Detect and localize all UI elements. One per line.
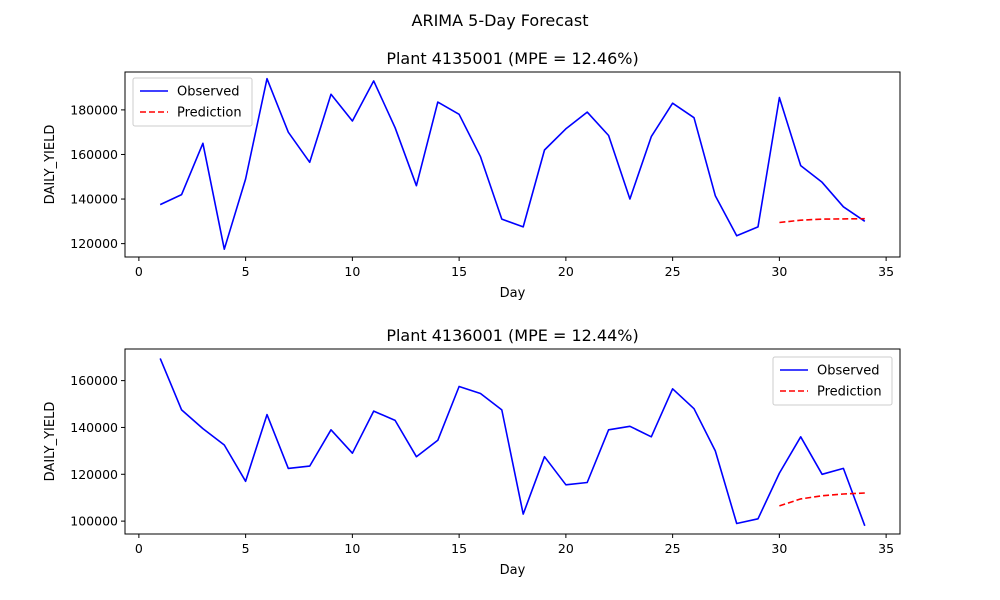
legend-label-observed: Observed [817, 364, 880, 379]
legend: Observed Prediction [772, 356, 893, 406]
y-axis-label: DAILY_YIELD [43, 125, 58, 205]
x-tick-label: 0 [135, 264, 143, 279]
figure-suptitle: ARIMA 5-Day Forecast [412, 11, 589, 30]
axes-frame [124, 71, 901, 258]
x-tick-label: 35 [878, 264, 894, 279]
y-tick-label: 180000 [70, 102, 118, 117]
x-tick-label: 35 [878, 541, 894, 556]
x-tick-label: 15 [451, 541, 467, 556]
axes-frame [124, 348, 901, 535]
legend-label-prediction: Prediction [177, 106, 242, 121]
x-tick-label: 20 [558, 541, 574, 556]
legend-label-prediction: Prediction [817, 385, 882, 400]
y-tick-label: 140000 [70, 192, 118, 207]
legend-label-observed: Observed [177, 85, 240, 100]
x-tick-label: 10 [344, 541, 360, 556]
x-tick-label: 30 [771, 541, 787, 556]
legend-box [772, 356, 893, 406]
y-tick-label: 120000 [70, 467, 118, 482]
subplot-1: Plant 4135001 (MPE = 12.46%) 0 5 10 15 20 25 30… [43, 49, 901, 301]
observed-line [159, 77, 866, 250]
prediction-line [779, 217, 865, 224]
y-tick-label: 140000 [70, 420, 118, 435]
x-tick-label: 25 [665, 541, 681, 556]
legend-box [132, 77, 253, 127]
y-tick-label: 120000 [70, 236, 118, 251]
x-tick-label: 0 [135, 541, 143, 556]
subplot-title: Plant 4135001 (MPE = 12.46%) [386, 49, 638, 68]
y-tick-label: 100000 [70, 514, 118, 529]
x-tick-label: 5 [242, 264, 250, 279]
subplot-title: Plant 4136001 (MPE = 12.44%) [386, 326, 638, 345]
x-axis-label: Day [500, 563, 526, 578]
prediction-line [779, 492, 865, 507]
y-axis-label: DAILY_YIELD [43, 402, 58, 482]
x-tick-label: 10 [344, 264, 360, 279]
x-axis-label: Day [500, 286, 526, 301]
observed-line [159, 358, 866, 527]
y-tick-label: 160000 [70, 147, 118, 162]
y-tick-label: 160000 [70, 373, 118, 388]
x-tick-label: 5 [242, 541, 250, 556]
x-tick-label: 25 [665, 264, 681, 279]
x-tick-label: 30 [771, 264, 787, 279]
subplot-2: Plant 4136001 (MPE = 12.44%) 0 5 10 15 20 25 30… [43, 326, 901, 578]
x-tick-label: 15 [451, 264, 467, 279]
x-tick-label: 20 [558, 264, 574, 279]
legend: Observed Prediction [132, 77, 253, 127]
